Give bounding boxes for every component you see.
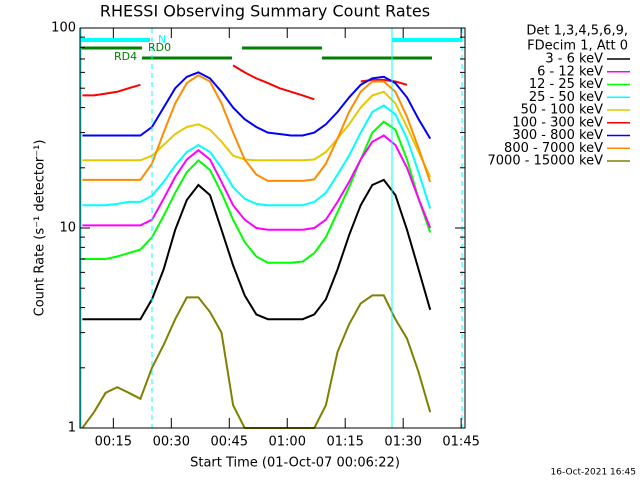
overlays: N RD0 RD4: [80, 28, 463, 428]
x-tick-label: 00:45: [211, 435, 248, 450]
legend-label: 6 - 12 keV: [537, 64, 603, 79]
series-line: [82, 120, 432, 264]
footer: 16-Oct-2021 16:45: [551, 468, 636, 478]
legend-label: 7000 - 15000 keV: [488, 154, 604, 169]
legend-label: 100 - 300 keV: [512, 115, 603, 130]
x-tick-label: 01:45: [442, 435, 479, 450]
series-line: [82, 74, 432, 183]
y-tick-label: 1: [68, 421, 76, 436]
annotation: RD4: [114, 50, 137, 63]
y-tick-label: 100: [51, 21, 76, 36]
legend-label: 3 - 6 keV: [545, 52, 603, 67]
x-tick-label: 01:00: [269, 435, 306, 450]
x-tick-label: 01:30: [384, 435, 421, 450]
x-tick-label: 00:30: [153, 435, 190, 450]
legend-label: 25 - 50 keV: [529, 90, 603, 105]
series-line: [82, 178, 432, 321]
legend-label: 12 - 25 keV: [529, 77, 603, 92]
legend-label: 800 - 7000 keV: [504, 141, 603, 156]
y-tick-label: 10: [59, 221, 76, 236]
x-axis-label: Start Time (01-Oct-07 00:06:22): [190, 456, 400, 471]
legend-label: 50 - 100 keV: [521, 103, 604, 118]
series-line: [232, 64, 315, 101]
series-line: [82, 104, 432, 209]
legend-header: Det 1,3,4,5,6,9,: [526, 24, 628, 39]
series-line: [82, 134, 432, 231]
x-tick-label: 01:15: [326, 435, 363, 450]
legend-header: FDecim 1, Att 0: [527, 39, 628, 54]
x-tick-label: 00:15: [95, 435, 132, 450]
series-line: [82, 90, 432, 178]
series-line: [82, 71, 432, 140]
annotation: RD0: [148, 41, 171, 54]
annotation: N: [158, 33, 166, 46]
series-line: [82, 83, 141, 97]
y-axis-label: Count Rate (s⁻¹ detector⁻¹): [33, 140, 48, 317]
chart-title: RHESSI Observing Summary Count Rates: [100, 2, 430, 21]
legend-label: 300 - 800 keV: [512, 128, 603, 143]
